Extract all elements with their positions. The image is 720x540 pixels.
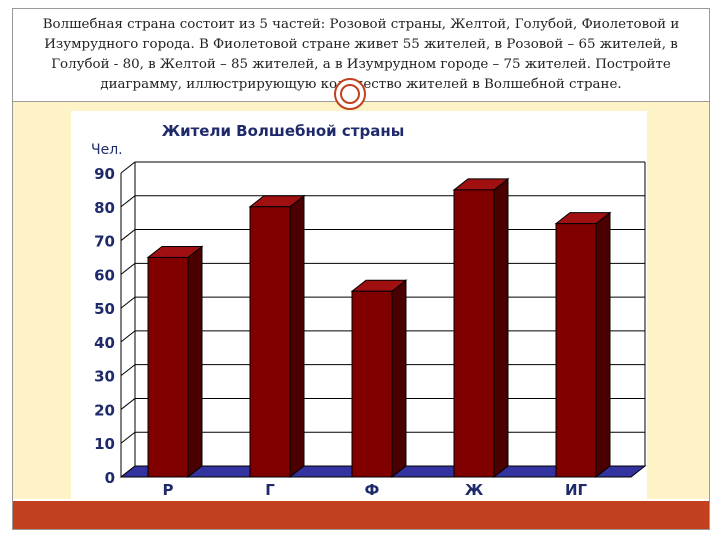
gridline-side	[120, 398, 136, 410]
gridline-side	[120, 262, 136, 275]
gridline-side	[120, 229, 136, 241]
bar	[147, 256, 189, 478]
y-tick-label: 50	[94, 300, 115, 318]
bar-side	[289, 194, 305, 479]
bar-side	[493, 177, 509, 479]
y-axis-label: Чел.	[91, 142, 123, 158]
y-tick-label: 70	[94, 233, 115, 251]
x-tick-label: Р	[163, 481, 174, 499]
chart: 0 10 20 30 40 50 60 70 80 90 Р Г Ф Ж ИГ Жители Волшебн…	[71, 111, 647, 500]
ring-ornament-icon	[334, 78, 366, 110]
gridline-side	[120, 431, 136, 444]
bottom-accent-strip	[13, 501, 709, 529]
gridline-side	[120, 330, 136, 343]
bar-side	[595, 211, 611, 479]
gridline-side	[120, 195, 136, 208]
y-tick-label: 30	[94, 368, 115, 386]
bar	[351, 290, 393, 478]
x-tick-label: Г	[265, 481, 275, 499]
x-tick-label: ИГ	[565, 481, 588, 499]
bar	[453, 189, 495, 478]
y-tick-label: 10	[94, 435, 115, 453]
bar-side	[187, 245, 203, 479]
bar	[249, 206, 291, 478]
y-tick-label: 0	[105, 469, 115, 487]
chart-title: Жители Волшебной страны	[162, 122, 405, 140]
y-tick-label: 20	[94, 401, 115, 419]
chart-svg: 0 10 20 30 40 50 60 70 80 90 Р Г Ф Ж ИГ Жители Волшебн…	[91, 122, 647, 499]
bar	[555, 223, 597, 478]
ring-ornament-inner	[340, 84, 360, 104]
labels: 0 10 20 30 40 50 60 70 80 90 Р Г Ф Ж ИГ	[94, 165, 587, 499]
x-tick-label: Ф	[365, 481, 380, 499]
y-tick-label: 40	[94, 334, 115, 352]
x-tick-label: Ж	[465, 481, 484, 499]
gridline-side	[120, 161, 136, 174]
gridline-side	[120, 296, 136, 309]
bar-side	[391, 279, 407, 479]
y-tick-label: 90	[94, 165, 115, 183]
y-tick-label: 80	[94, 199, 115, 217]
y-tick-label: 60	[94, 266, 115, 284]
bars	[146, 177, 612, 479]
gridline-side	[120, 364, 136, 377]
